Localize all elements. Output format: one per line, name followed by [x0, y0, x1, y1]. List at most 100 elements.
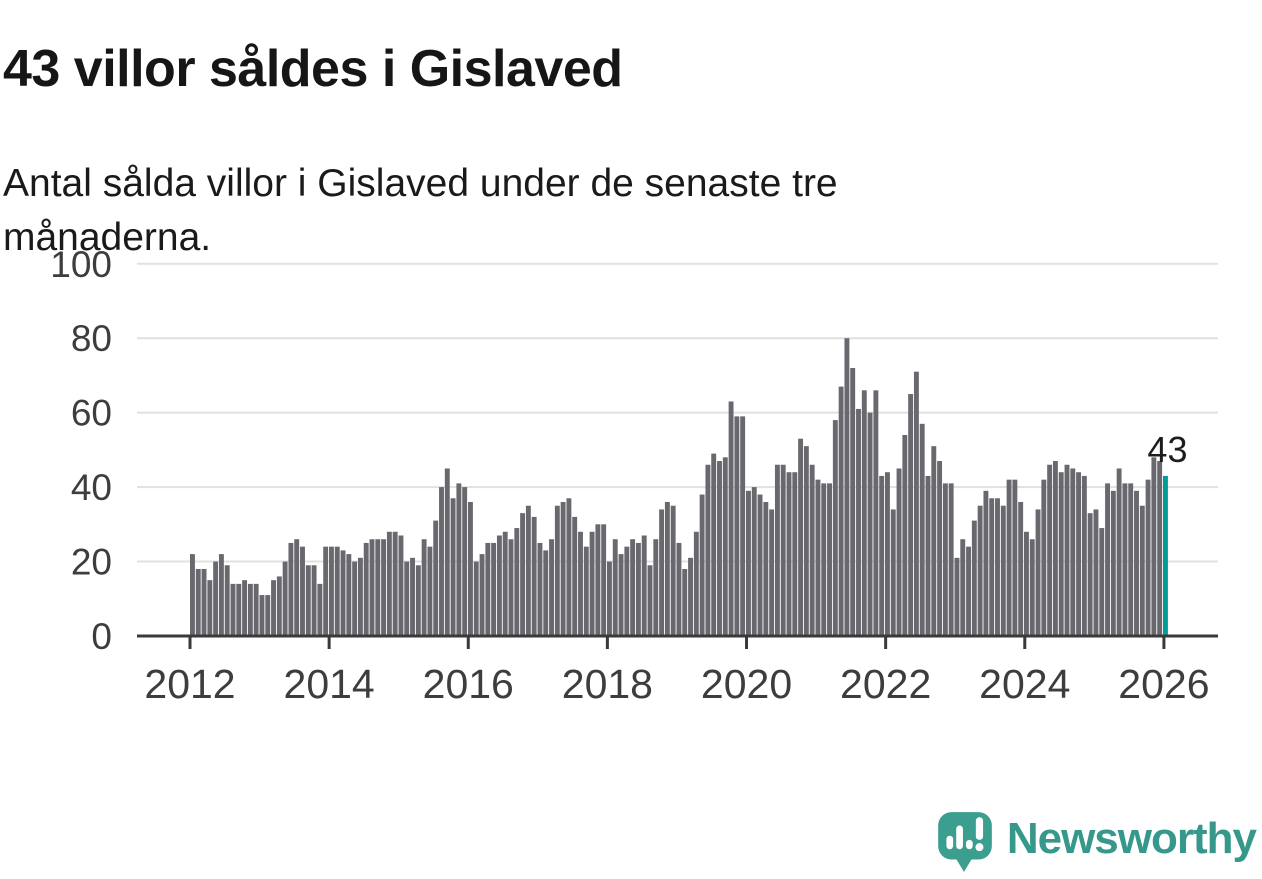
chart-bar [827, 483, 832, 636]
chart-bar [554, 505, 560, 636]
chart-bar [1000, 505, 1006, 636]
chart-bar [450, 498, 456, 636]
chart-bar [520, 513, 526, 636]
chart-bar [1145, 479, 1151, 636]
chart-bar [271, 580, 276, 636]
chart-bar [1134, 490, 1139, 636]
chart-bar [832, 420, 838, 636]
chart-bar [323, 546, 329, 636]
chart-bar [439, 487, 444, 636]
chart-bar [624, 546, 630, 636]
chart-bar [653, 539, 659, 636]
chart-bar [1047, 464, 1053, 636]
chart-bar [942, 483, 948, 636]
chart-bar [746, 490, 751, 636]
chart-bar [896, 468, 902, 636]
chart-bar [479, 554, 485, 637]
chart-bar [496, 535, 502, 636]
x-tick-label: 2022 [840, 661, 931, 707]
chart-bar [844, 338, 850, 636]
chart-bar [705, 464, 711, 636]
y-tick-label: 0 [91, 616, 112, 657]
chart-bar [578, 531, 583, 636]
chart-bar [1105, 483, 1110, 636]
chart-bar [1024, 531, 1029, 636]
chart-bar [421, 539, 427, 636]
y-tick-label: 60 [71, 393, 112, 434]
chart-bar [1052, 461, 1058, 636]
chart-bar [1064, 464, 1070, 636]
chart-bar [294, 539, 300, 636]
chart-bar [1151, 457, 1157, 636]
chart-bar [711, 453, 717, 636]
chart-bar [676, 542, 682, 636]
chart-bar [282, 561, 288, 636]
chart-bar [525, 505, 531, 636]
x-tick-label: 2024 [979, 661, 1070, 707]
chart-bar [1076, 472, 1082, 636]
chart-bar [635, 542, 641, 636]
chart-bar [977, 505, 983, 636]
chart-bar [937, 461, 943, 636]
x-tick-label: 2016 [423, 661, 514, 707]
chart-bar [601, 524, 607, 636]
sales-bar-chart: 0 20 40 60 80 100 2012 2014 2016 2018 2020 2022 2024… [50, 244, 1218, 707]
chart-bar [699, 494, 705, 636]
chart-bar [334, 546, 340, 636]
chart-bar [659, 509, 665, 636]
chart-bar [803, 446, 809, 636]
chart-bar [427, 546, 433, 636]
chart-bar [693, 531, 699, 636]
chart-bar [357, 557, 363, 636]
chart-bar [630, 539, 636, 636]
chart-bar [728, 401, 734, 636]
chart-bar [404, 561, 410, 636]
chart-bar [989, 498, 995, 636]
chart-bar [242, 580, 248, 636]
chart-bar [572, 516, 578, 636]
chart-bar [346, 554, 352, 637]
chart-bar [960, 539, 966, 636]
newsworthy-logo: Newsworthy [936, 810, 1257, 874]
chart-bar [514, 528, 520, 636]
chart-bar [618, 554, 624, 637]
chart-bar [276, 576, 282, 636]
chart-bar [664, 501, 670, 636]
chart-bar [1018, 501, 1024, 636]
chart-bar [502, 531, 508, 636]
newsworthy-speech-bubble-bars-icon [937, 812, 992, 872]
chart-bar [201, 569, 207, 636]
chart-bar [838, 386, 844, 636]
chart-bar [288, 542, 294, 636]
newsworthy-wordmark: Newsworthy [1006, 814, 1257, 863]
chart-bar [798, 438, 804, 636]
chart-bar [253, 583, 259, 636]
chart-bar [1006, 479, 1012, 636]
chart-bar [809, 464, 815, 636]
chart-bar [543, 550, 549, 636]
chart-bar [566, 498, 572, 636]
chart-bar [485, 542, 491, 636]
chart-bar [375, 539, 381, 636]
chart-bar [966, 546, 971, 636]
chart-bar [734, 416, 740, 636]
chart-bar [236, 583, 242, 636]
chart-bar [751, 487, 757, 636]
chart-bar [1058, 472, 1064, 636]
chart-bar [1139, 505, 1145, 636]
chart-bar [1012, 479, 1018, 636]
y-tick-label: 100 [50, 250, 112, 285]
chart-bar [856, 408, 861, 636]
chart-bar [763, 501, 769, 636]
chart-bar [792, 472, 798, 636]
bar-chart-area: 0 20 40 60 80 100 2012 2014 2016 2018 2020 2022 2024… [0, 244, 1262, 720]
last-value-annotation: 43 [1147, 429, 1187, 470]
chart-subtitle: Antal sålda villor i Gislaved under de s… [3, 162, 838, 259]
chart-bar [682, 569, 688, 636]
chart-bar [1087, 513, 1093, 636]
chart-bar [757, 494, 763, 636]
chart-bar [259, 595, 265, 636]
chart-bar [688, 557, 693, 636]
chart-bar [1099, 528, 1105, 636]
chart-bar [392, 531, 398, 636]
